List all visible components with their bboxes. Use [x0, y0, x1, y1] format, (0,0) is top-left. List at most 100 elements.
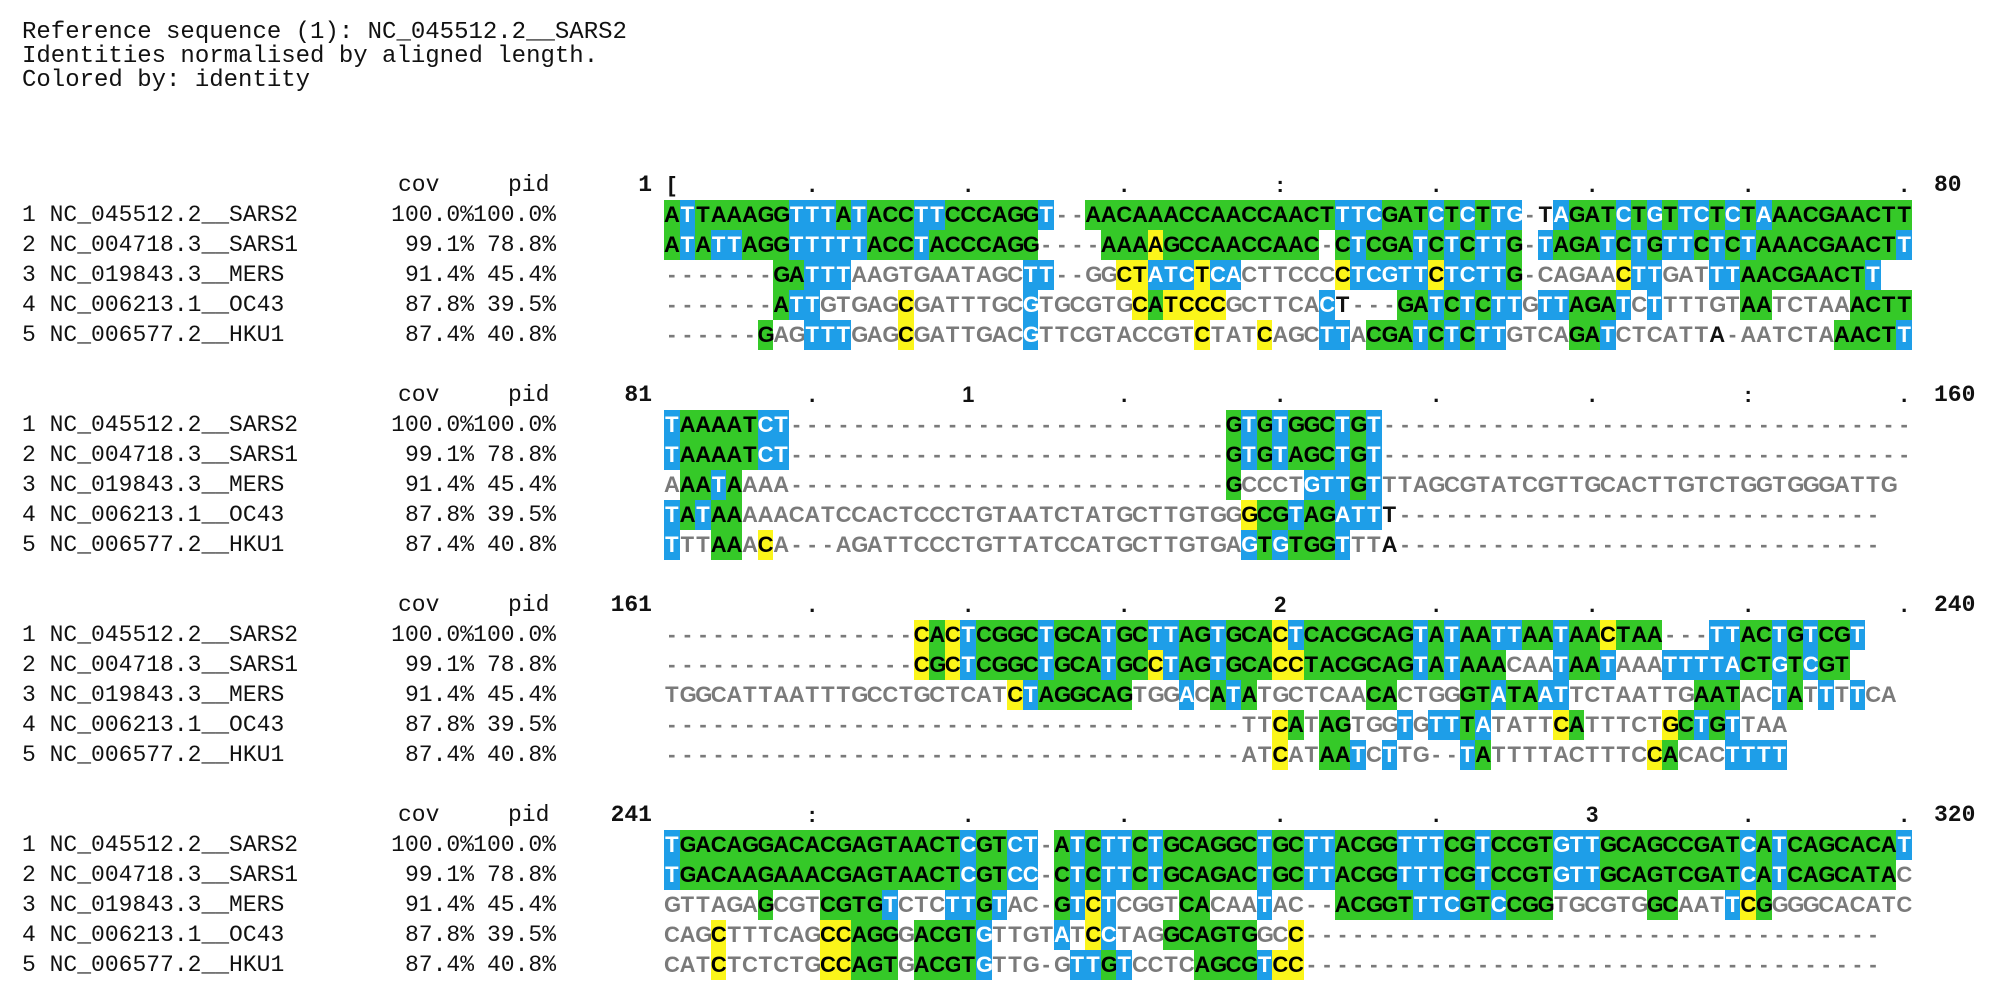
residue: A: [804, 830, 820, 860]
sequence-number: 1: [22, 412, 36, 438]
residue: G: [1163, 682, 1181, 707]
residue: T: [960, 650, 976, 680]
residue: -: [1479, 922, 1487, 947]
residue: A: [1709, 860, 1725, 890]
residue: T: [1195, 532, 1209, 557]
residue: G: [1054, 952, 1072, 977]
sequence-name: NC_006213.1__OC43: [49, 292, 285, 318]
ruler-mark: [: [668, 172, 676, 197]
residue: A: [1600, 290, 1616, 320]
identity-value: 39.5%: [486, 502, 556, 528]
residue: T: [1538, 712, 1553, 737]
residue: A: [1553, 262, 1570, 287]
residue: -: [683, 322, 692, 347]
residue: A: [710, 530, 727, 560]
residue: G: [835, 830, 853, 860]
residue: G: [1412, 742, 1430, 767]
residue: C: [1350, 890, 1366, 920]
residue: T: [1724, 890, 1741, 920]
residue: T: [1803, 682, 1818, 707]
residue: G: [1334, 710, 1352, 740]
sequence-number: 3: [22, 682, 36, 708]
residue: -: [1666, 622, 1674, 647]
identity-value: 100.0%: [473, 412, 556, 438]
residue: G: [1225, 830, 1243, 860]
residue: -: [746, 262, 754, 287]
residue: T: [743, 922, 757, 947]
coverage-value: 99.1%: [404, 862, 474, 888]
residue: C: [1007, 830, 1023, 860]
residue: C: [1506, 652, 1523, 677]
residue: A: [773, 830, 789, 860]
residue: C: [1241, 620, 1257, 650]
residue: T: [1553, 650, 1569, 680]
residue: G: [820, 292, 838, 317]
residue: -: [730, 292, 738, 317]
residue: A: [1319, 650, 1335, 680]
residue: C: [1615, 230, 1631, 260]
residue: -: [995, 442, 1004, 467]
residue: A: [1194, 890, 1210, 920]
residue: -: [1011, 712, 1019, 737]
residue: -: [1182, 442, 1191, 467]
residue: C: [1865, 230, 1881, 260]
residue: T: [664, 530, 680, 560]
residue: -: [1557, 922, 1565, 947]
residue: G: [1210, 502, 1228, 527]
residue: G: [944, 950, 962, 980]
residue: -: [1463, 532, 1472, 557]
residue: C: [1802, 650, 1819, 680]
residue: -: [1416, 502, 1425, 527]
residue: C: [1210, 892, 1226, 917]
residue: A: [976, 682, 992, 707]
residue: -: [1401, 922, 1409, 947]
residue: -: [839, 622, 848, 647]
residue: T: [726, 230, 742, 260]
residue: C: [1319, 410, 1335, 440]
residue: T: [882, 950, 898, 980]
residue: -: [1494, 442, 1503, 467]
residue: T: [836, 292, 851, 317]
sequence-number: 3: [22, 472, 36, 498]
residue: T: [914, 892, 929, 917]
residue: A: [1693, 892, 1710, 917]
residue: A: [1085, 532, 1102, 557]
residue: -: [1104, 442, 1113, 467]
residue: C: [1132, 532, 1148, 557]
residue: -: [1494, 502, 1503, 527]
residue: T: [1662, 650, 1678, 680]
residue: -: [1011, 742, 1019, 767]
residue: T: [1568, 830, 1585, 860]
residue: C: [1288, 262, 1304, 287]
residue: T: [696, 532, 710, 557]
residue: G: [1210, 950, 1227, 980]
residue: A: [929, 230, 945, 260]
residue: T: [1116, 860, 1132, 890]
residue: -: [808, 622, 816, 647]
residue: T: [1366, 440, 1382, 470]
reference-sequence-line: Reference sequence (1): NC_045512.2__SAR…: [22, 19, 627, 46]
residue: C: [710, 682, 727, 707]
residue: G: [1054, 620, 1071, 650]
residue: -: [1728, 502, 1737, 527]
residue: -: [1572, 442, 1581, 467]
residue: -: [1432, 442, 1440, 467]
residue: -: [1058, 742, 1066, 767]
residue: A: [1834, 892, 1850, 917]
residue: T: [1428, 710, 1444, 740]
residue: C: [1241, 200, 1257, 230]
residue: -: [1167, 742, 1175, 767]
residue: -: [1058, 472, 1066, 497]
residue: C: [1303, 322, 1320, 347]
residue: -: [683, 742, 692, 767]
residue: T: [773, 440, 789, 470]
residue: T: [1849, 680, 1866, 710]
residue: C: [929, 532, 946, 557]
residue: A: [866, 502, 883, 527]
alignment-block: cov pid 241 320:.... 3.. 1 NC_045512.2__SARS2…: [0, 802, 1998, 996]
residue: T: [1116, 830, 1132, 860]
residue: C: [1459, 200, 1475, 230]
residue: -: [1167, 442, 1175, 467]
identity-value: 39.5%: [486, 712, 556, 738]
residue: -: [964, 412, 972, 437]
